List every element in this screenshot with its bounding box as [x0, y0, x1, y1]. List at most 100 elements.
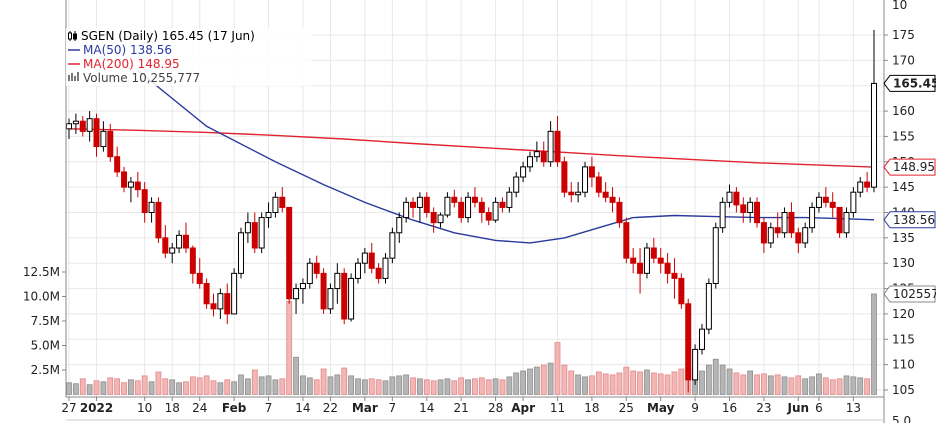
candle-body: [416, 196, 423, 208]
volume-bar: [816, 373, 822, 395]
volume-bar: [279, 378, 286, 395]
volume-bar: [66, 382, 72, 395]
candle-body: [747, 201, 754, 214]
candle-body: [121, 171, 128, 188]
candle-body: [224, 293, 231, 315]
x-tick-label: 27: [61, 401, 76, 415]
candle-body: [513, 176, 520, 193]
x-tick-label: 14: [419, 401, 434, 415]
volume-bar: [575, 374, 582, 395]
volume-bar: [568, 370, 575, 395]
candle-body: [293, 288, 300, 300]
volume-bar: [699, 370, 705, 395]
x-tick-label: 24: [192, 401, 207, 415]
candle-body: [458, 201, 465, 219]
volume-bar: [375, 379, 382, 395]
volume-bar: [410, 377, 416, 395]
volume-bar: [403, 374, 410, 395]
candle-body: [114, 156, 121, 173]
volume-bar: [733, 372, 740, 395]
candle-body: [348, 277, 355, 320]
volume-bar: [86, 384, 93, 395]
candle-body: [196, 272, 203, 285]
candle-body: [72, 120, 79, 125]
volume-bar: [871, 293, 877, 395]
price-tick-label: 105: [892, 383, 915, 397]
price-tick-label: 135: [892, 231, 915, 245]
volume-bar: [196, 377, 203, 395]
candle-body: [678, 277, 685, 305]
last-price-tag-text: 165.45: [893, 76, 936, 90]
candle-body: [788, 212, 795, 234]
candle-body: [182, 234, 189, 249]
volume-bar: [300, 375, 306, 395]
x-tick-label: 2022: [80, 401, 113, 415]
candle-body: [396, 217, 403, 234]
candle-body: [685, 303, 692, 381]
volume-bar: [155, 371, 162, 395]
candle-body: [134, 181, 141, 191]
volume-bar: [265, 375, 272, 395]
candle-body: [733, 191, 740, 206]
candle-body: [795, 232, 802, 244]
volume-bar: [238, 374, 244, 395]
candle-body: [286, 206, 293, 300]
volume-bar: [210, 380, 217, 395]
candle-body: [657, 257, 664, 264]
volume-bar: [547, 362, 554, 395]
candle-body: [451, 196, 458, 203]
x-tick-label: 21: [454, 401, 469, 415]
volume-bar: [602, 373, 609, 395]
volume-bar: [458, 377, 465, 395]
candle-body: [176, 234, 183, 249]
volume-bar: [183, 381, 189, 395]
candle-body: [871, 82, 877, 188]
volume-tick-label: 7.5M: [31, 314, 60, 328]
volume-bar: [465, 379, 471, 395]
volume-bar: [499, 379, 506, 395]
x-tick-label: 23: [756, 401, 771, 415]
candlesticks: [66, 29, 877, 393]
volume-bar: [678, 368, 685, 395]
legend-title: SGEN (Daily) 165.45 (17 Jun): [81, 29, 255, 43]
last-price-tag: 165.45: [883, 74, 936, 92]
candle-body: [361, 252, 368, 264]
ma200-tag: 148.95: [883, 158, 936, 176]
volume-bar: [203, 375, 210, 395]
candle-body: [843, 212, 850, 234]
legend-ma50: MA(50) 138.56: [83, 43, 172, 57]
x-tick-label: 9: [691, 401, 699, 415]
price-tick-label: 175: [892, 28, 915, 42]
candle-body: [540, 151, 547, 163]
ma50-line-group: [137, 69, 875, 244]
candle-body: [520, 166, 527, 178]
price-tick-label-clipped-top: 10: [892, 0, 907, 12]
volume-bar: [334, 374, 341, 395]
volume-bar: [313, 379, 320, 395]
volume-bar: [423, 379, 430, 395]
candle-body: [712, 227, 719, 284]
volume-bar: [472, 378, 478, 395]
volume-bar: [664, 374, 671, 395]
ma50-tag: 138.56: [883, 211, 936, 229]
volume-bar: [623, 366, 630, 395]
ma50-tag-text: 138.56: [893, 213, 935, 227]
volume-bar: [795, 375, 802, 395]
volume-bar: [520, 370, 527, 395]
volume-bar: [829, 379, 836, 395]
candle-body: [341, 272, 348, 320]
candle-body: [430, 212, 437, 224]
candle-body: [217, 293, 224, 310]
volume-bar: [747, 370, 754, 395]
volume-bar: [843, 375, 850, 395]
price-tick-label: 170: [892, 53, 915, 67]
volume-bar: [761, 373, 767, 395]
volume-bar: [176, 382, 182, 395]
volume-bar: [121, 382, 127, 395]
candle-body: [210, 303, 217, 310]
candle-body: [354, 262, 361, 279]
volume-bar: [79, 378, 86, 395]
x-tick-label: 7: [265, 401, 273, 415]
volume-bar: [100, 381, 107, 395]
candle-legend-icon: [68, 31, 77, 41]
